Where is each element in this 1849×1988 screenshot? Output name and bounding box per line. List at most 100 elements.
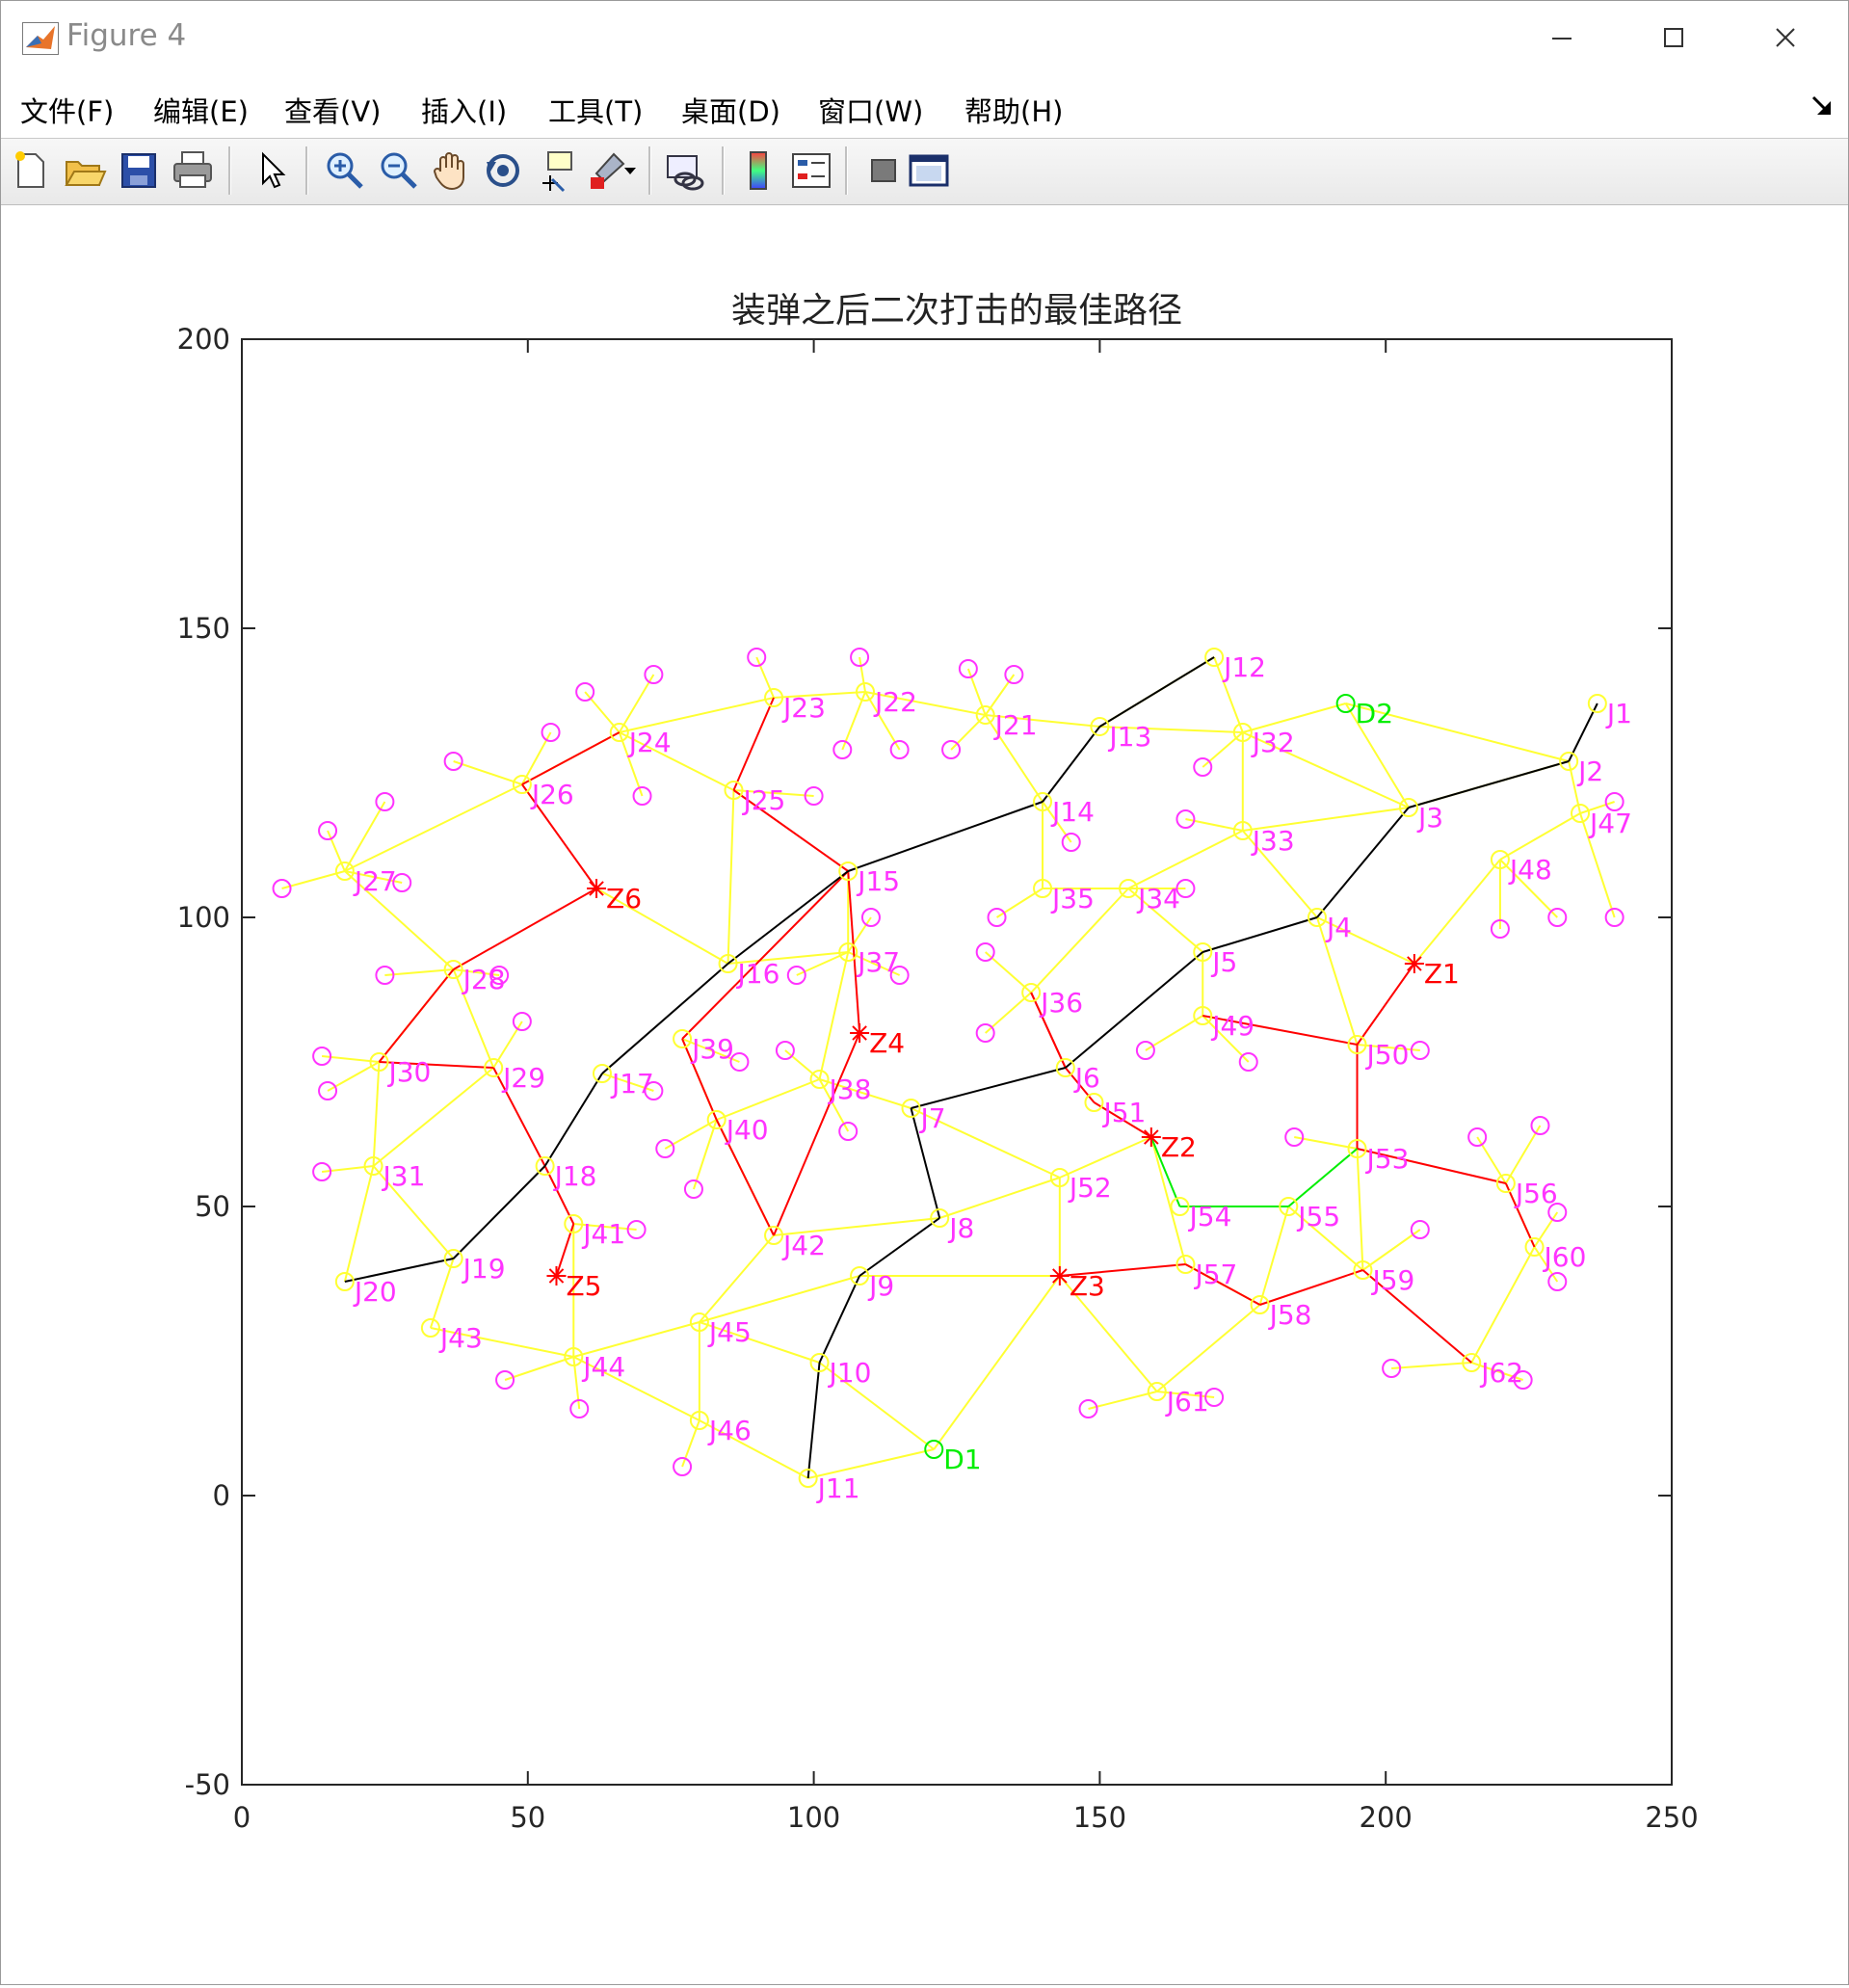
j-node-marker[interactable] [1147,1382,1167,1401]
j-node-marker[interactable] [1175,1255,1196,1274]
show-plot-tools-icon[interactable] [907,148,951,193]
j-node-marker[interactable] [1279,1197,1299,1216]
j-node-marker[interactable] [838,861,858,881]
leaf-marker[interactable] [541,723,561,742]
j-node-marker[interactable] [1398,798,1418,817]
j-node-marker[interactable] [420,1318,440,1338]
j-node-marker[interactable] [512,775,532,794]
j-node-marker[interactable] [1084,1093,1104,1112]
leaf-marker[interactable] [975,1023,995,1043]
j-node-marker[interactable] [1495,1174,1516,1193]
leaf-marker[interactable] [889,740,910,759]
j-node-marker[interactable] [1090,717,1110,736]
chevron-down-icon[interactable] [620,148,641,193]
j-node-marker[interactable] [1193,942,1213,962]
j-node-marker[interactable] [334,1272,355,1291]
pan-icon[interactable] [429,148,473,193]
j-node-marker[interactable] [764,1226,784,1245]
leaf-marker[interactable] [1530,1116,1550,1135]
j-node-marker[interactable] [1119,879,1139,898]
leaf-marker[interactable] [1061,833,1081,852]
leaf-marker[interactable] [644,665,664,684]
maximize-button[interactable] [1618,1,1730,76]
j-node-marker[interactable] [1490,850,1510,869]
leaf-marker[interactable] [569,1399,590,1418]
j-node-marker[interactable] [689,1312,709,1332]
j-node-marker[interactable] [609,723,629,742]
j-node-marker[interactable] [443,960,463,979]
leaf-marker[interactable] [975,942,995,962]
j-node-marker[interactable] [975,705,995,725]
j-node-marker[interactable] [930,1208,950,1228]
leaf-marker[interactable] [832,740,853,759]
j-node-marker[interactable] [592,1064,612,1083]
j-node-marker[interactable] [1033,792,1053,811]
j-node-marker[interactable] [850,1266,870,1286]
leaf-marker[interactable] [443,752,463,771]
leaf-marker[interactable] [312,1047,332,1066]
j-node-marker[interactable] [724,781,744,800]
z-node-star[interactable] [1144,1129,1159,1145]
leaf-marker[interactable] [838,1122,858,1141]
legend-icon[interactable] [789,148,833,193]
leaf-marker[interactable] [804,786,824,806]
open-file-icon[interactable] [63,148,107,193]
j-node-marker[interactable] [673,1029,693,1048]
hide-plot-tools-icon[interactable] [862,148,907,193]
j-node-marker[interactable] [798,1469,818,1488]
d-node-marker[interactable] [924,1440,944,1459]
d-node-marker[interactable] [1335,694,1356,713]
j-node-marker[interactable] [706,1110,726,1129]
leaf-marker[interactable] [683,1180,703,1199]
new-figure-icon[interactable] [9,148,53,193]
dock-arrow-icon[interactable] [1809,93,1835,119]
leaf-marker[interactable] [489,966,510,985]
j-node-marker[interactable] [1353,1260,1373,1280]
j-node-marker[interactable] [1170,1197,1190,1216]
menu-help[interactable]: 帮助(H) [964,95,1064,128]
j-node-marker[interactable] [809,1070,830,1089]
j-node-marker[interactable] [1524,1237,1545,1257]
z-node-star[interactable] [852,1025,867,1041]
j-node-marker[interactable] [1204,648,1225,667]
leaf-marker[interactable] [1238,1052,1258,1072]
leaf-marker[interactable] [1382,1359,1402,1378]
leaf-marker[interactable] [941,740,962,759]
leaf-marker[interactable] [1135,1041,1155,1060]
leaf-marker[interactable] [272,879,292,898]
leaf-marker[interactable] [673,1457,693,1476]
j-node-marker[interactable] [564,1214,584,1233]
menu-window[interactable]: 窗口(W) [818,95,924,128]
brush-icon[interactable] [585,148,629,193]
j-node-marker[interactable] [1347,1139,1367,1158]
j-node-marker[interactable] [1021,983,1042,1002]
save-icon[interactable] [117,148,161,193]
leaf-marker[interactable] [1547,1203,1568,1222]
j-node-marker[interactable] [1559,752,1579,771]
leaf-marker[interactable] [1204,1388,1225,1407]
leaf-marker[interactable] [775,1041,795,1060]
leaf-marker[interactable] [1547,1272,1568,1291]
leaf-marker[interactable] [312,1162,332,1181]
leaf-marker[interactable] [786,966,806,985]
leaf-marker[interactable] [850,648,870,667]
menu-edit[interactable]: 编辑(E) [153,95,249,128]
leaf-marker[interactable] [1547,908,1568,927]
z-node-star[interactable] [1052,1268,1068,1284]
menu-file[interactable]: 文件(F) [20,95,115,128]
j-node-marker[interactable] [443,1249,463,1268]
j-node-marker[interactable] [334,861,355,881]
j-node-marker[interactable] [363,1156,383,1176]
j-node-marker[interactable] [1462,1353,1482,1372]
close-button[interactable] [1730,1,1841,76]
zoom-out-icon[interactable] [377,148,421,193]
leaf-marker[interactable] [1410,1220,1430,1239]
j-node-marker[interactable] [1232,723,1253,742]
leaf-marker[interactable] [1604,792,1624,811]
leaf-marker[interactable] [1467,1127,1488,1147]
print-icon[interactable] [171,148,215,193]
j-node-marker[interactable] [856,682,876,702]
j-node-marker[interactable] [1587,694,1607,713]
j-node-marker[interactable] [764,688,784,707]
